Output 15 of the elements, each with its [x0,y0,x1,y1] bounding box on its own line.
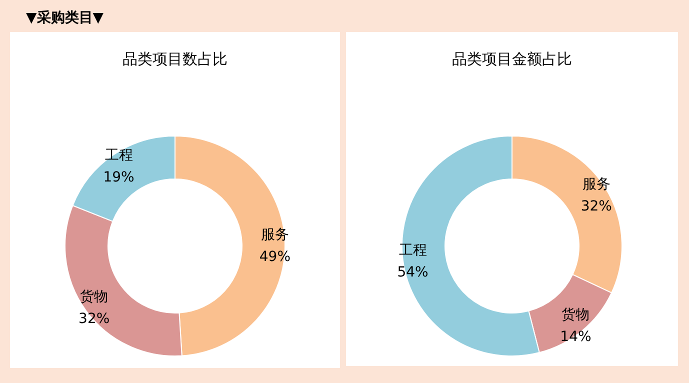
data-label: 32% [78,310,110,327]
slice-label: 服务 [260,226,289,243]
slice-label: 工程 [104,147,133,164]
data-label: 14% [560,329,592,346]
slice-label: 工程 [398,242,427,259]
chart-title: 品类项目数占比 [122,50,228,68]
text: ▼采购类目▼ [26,10,104,26]
data-label: 32% [580,198,612,214]
data-label: 54% [397,264,428,281]
data-label: 49% [259,248,291,265]
slice-label: 服务 [582,176,610,192]
chart-title: 品类项目金额占比 [452,50,572,68]
data-label: 19% [103,169,134,186]
slice-label: 货物 [562,307,590,324]
slice-label: 货物 [80,288,108,305]
